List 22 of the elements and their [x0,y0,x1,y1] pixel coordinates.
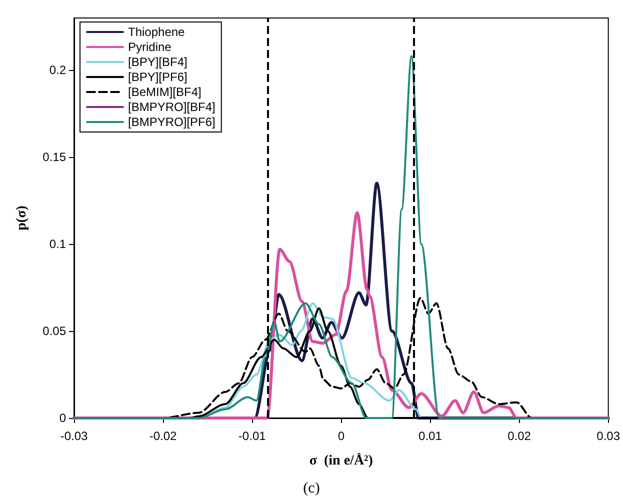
x-tick-label: -0.03 [60,429,88,443]
legend-label: [BMPYRO][PF6] [128,115,216,129]
x-tick-label: -0.02 [149,429,178,443]
x-tick-label: -0.01 [238,429,266,443]
legend-label: [BPY][BF4] [128,55,188,69]
legend-label: [BMPYRO][BF4] [128,100,216,114]
y-tick-label: 0.05 [42,324,66,338]
legend-label: Thiophene [128,25,186,39]
y-tick-label: 0.2 [49,63,66,78]
y-axis-title: p(σ) [14,205,30,230]
legend-label: [BPY][PF6] [128,70,188,84]
x-tick-label: 0.02 [508,429,532,443]
y-tick-label: 0.1 [49,237,66,252]
y-tick-label: 0 [59,411,66,425]
x-tick-label: 0.03 [596,429,620,443]
x-tick-label: 0.01 [418,429,442,443]
text: (c) [303,480,320,496]
x-tick-label: 0 [338,429,345,443]
legend-label: [BeMIM][BF4] [128,85,202,99]
x-axis-title: σ (in e/Å²) [309,452,374,468]
y-tick-label: 0.15 [42,150,66,164]
legend-label: Pyridine [128,40,172,54]
